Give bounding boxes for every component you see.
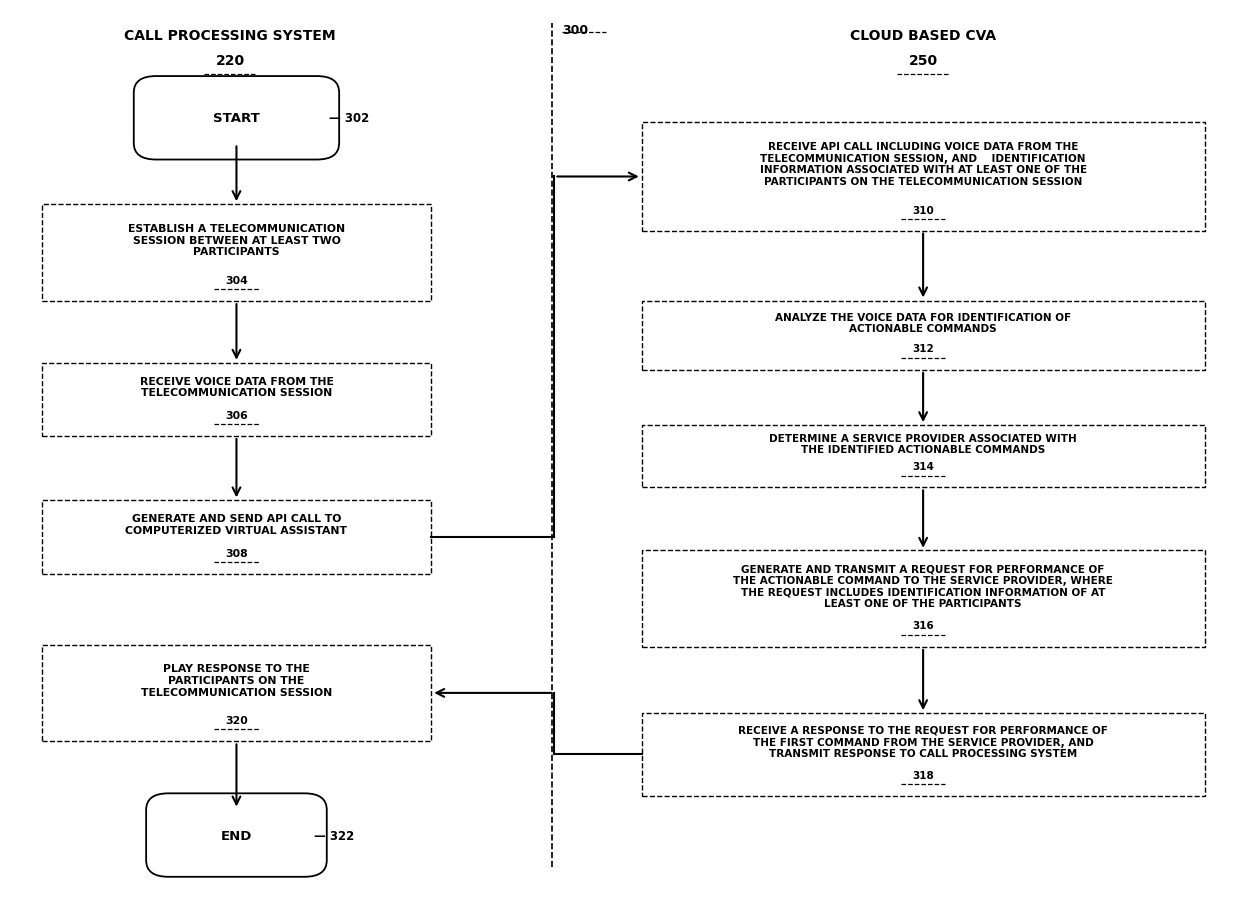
Bar [42,501,432,574]
Bar [641,123,1204,232]
FancyBboxPatch shape [146,793,327,877]
Bar [641,550,1204,647]
Text: 318: 318 [913,770,934,779]
Text: DETERMINE A SERVICE PROVIDER ASSOCIATED WITH
THE IDENTIFIED ACTIONABLE COMMANDS: DETERMINE A SERVICE PROVIDER ASSOCIATED … [769,433,1078,455]
Bar [42,205,432,301]
Text: 320: 320 [226,715,248,725]
Text: END: END [221,829,252,842]
Text: RECEIVE VOICE DATA FROM THE
TELECOMMUNICATION SESSION: RECEIVE VOICE DATA FROM THE TELECOMMUNIC… [140,376,334,398]
FancyBboxPatch shape [134,77,340,160]
Text: PLAY RESPONSE TO THE
PARTICIPANTS ON THE
TELECOMMUNICATION SESSION: PLAY RESPONSE TO THE PARTICIPANTS ON THE… [141,664,332,697]
Text: — 302: — 302 [330,112,370,125]
Text: — 322: — 322 [315,829,355,842]
Text: GENERATE AND SEND API CALL TO
COMPUTERIZED VIRTUAL ASSISTANT: GENERATE AND SEND API CALL TO COMPUTERIZ… [125,514,347,536]
Text: 220: 220 [216,54,244,68]
Text: RECEIVE API CALL INCLUDING VOICE DATA FROM THE
TELECOMMUNICATION SESSION, AND   : RECEIVE API CALL INCLUDING VOICE DATA FR… [760,142,1086,187]
Text: ANALYZE THE VOICE DATA FOR IDENTIFICATION OF
ACTIONABLE COMMANDS: ANALYZE THE VOICE DATA FOR IDENTIFICATIO… [775,312,1071,334]
Text: 314: 314 [913,462,934,471]
Text: RECEIVE A RESPONSE TO THE REQUEST FOR PERFORMANCE OF
THE FIRST COMMAND FROM THE : RECEIVE A RESPONSE TO THE REQUEST FOR PE… [738,725,1109,758]
Text: 308: 308 [226,548,248,558]
Text: CALL PROCESSING SYSTEM: CALL PROCESSING SYSTEM [124,29,336,43]
Text: 312: 312 [913,344,934,354]
Bar [641,425,1204,488]
Text: CLOUD BASED CVA: CLOUD BASED CVA [851,29,996,43]
Text: ESTABLISH A TELECOMMUNICATION
SESSION BETWEEN AT LEAST TWO
PARTICIPANTS: ESTABLISH A TELECOMMUNICATION SESSION BE… [128,224,345,257]
Text: 310: 310 [913,205,934,215]
Text: 250: 250 [909,54,937,68]
Bar [641,713,1204,796]
Text: GENERATE AND TRANSMIT A REQUEST FOR PERFORMANCE OF
THE ACTIONABLE COMMAND TO THE: GENERATE AND TRANSMIT A REQUEST FOR PERF… [733,563,1114,608]
Bar [42,363,432,437]
Bar [641,301,1204,370]
Text: 304: 304 [226,276,248,286]
Text: 306: 306 [226,411,248,421]
Text: 316: 316 [913,621,934,630]
Bar [42,645,432,742]
Text: START: START [213,112,260,125]
Text: 300: 300 [562,24,588,38]
